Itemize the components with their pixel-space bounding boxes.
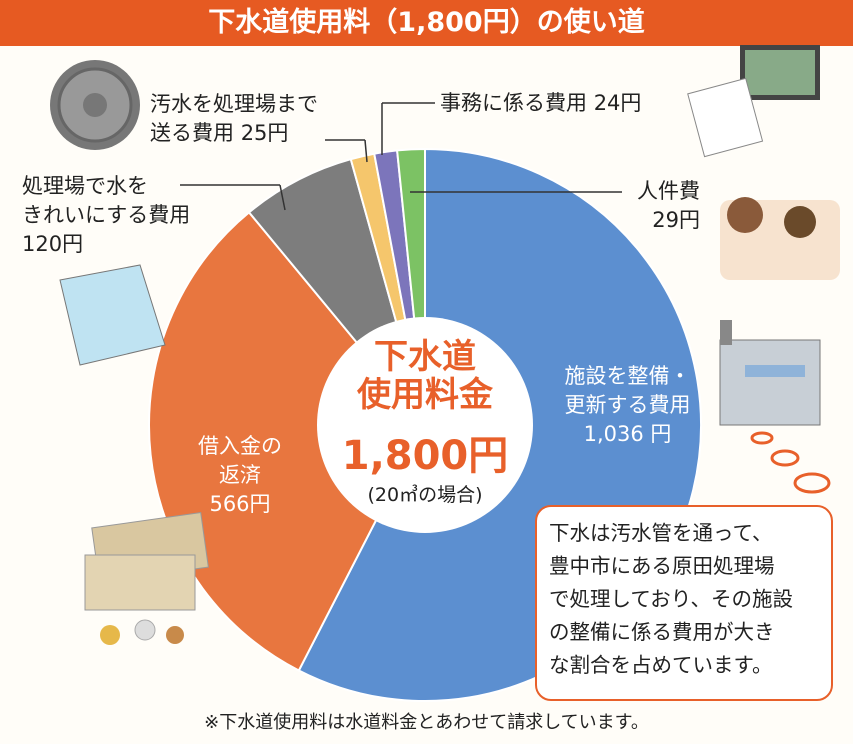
value-label: 24円 xyxy=(593,91,642,115)
money-icon xyxy=(84,512,209,645)
slice-label: 事務に係る費用 24円 xyxy=(440,89,700,118)
leader-line xyxy=(364,139,368,163)
category-label: 人件費 xyxy=(637,179,700,203)
pie-slice xyxy=(148,210,427,672)
category-label: 処理場で水を きれいにする費用 xyxy=(22,174,191,227)
category-label: 事務に係る費用 xyxy=(440,91,587,115)
center-amount: 1,800円 xyxy=(341,433,509,479)
note-box: 下水は汚水管を通って、 豊中市にある原田処理場 で処理しており、その施設 の整備… xyxy=(535,505,833,701)
value-label: 566円 xyxy=(209,492,271,516)
slices xyxy=(148,147,702,702)
slice-label: 借入金の 返済 566円 xyxy=(170,432,310,519)
value-label: 1,036 円 xyxy=(583,422,672,446)
slice-label: 処理場で水を きれいにする費用 120円 xyxy=(22,172,262,259)
category-label: 施設を整備・ 更新する費用 xyxy=(564,364,691,417)
chart-title: 下水道使用料（1,800円）の使い道 xyxy=(0,0,853,46)
bubbles xyxy=(750,431,831,494)
center-circle xyxy=(317,317,533,533)
manhole-icon xyxy=(50,60,140,150)
category-label: 借入金の 返済 xyxy=(198,434,282,487)
leader-lines xyxy=(180,102,622,211)
center-note: (20㎥の場合) xyxy=(367,484,483,506)
factory-icon xyxy=(719,320,821,426)
slice-label: 汚水を処理場まで 送る費用 25円 xyxy=(150,90,370,148)
center-title: 下水道 使用料金 xyxy=(357,337,493,415)
category-label: 汚水を処理場まで 送る費用 xyxy=(150,92,318,145)
pool-icon xyxy=(59,264,166,366)
people-icon xyxy=(720,197,840,280)
slice-label: 人件費 29円 xyxy=(560,177,700,235)
value-label: 120円 xyxy=(22,232,84,256)
value-label: 29円 xyxy=(652,208,700,232)
footnote: ※下水道使用料は水道料金とあわせて請求しています。 xyxy=(204,712,649,733)
laptop-icon xyxy=(687,45,820,158)
slice-label: 施設を整備・ 更新する費用 1,036 円 xyxy=(540,362,715,449)
value-label: 25円 xyxy=(240,121,289,145)
leader-line xyxy=(279,184,286,211)
